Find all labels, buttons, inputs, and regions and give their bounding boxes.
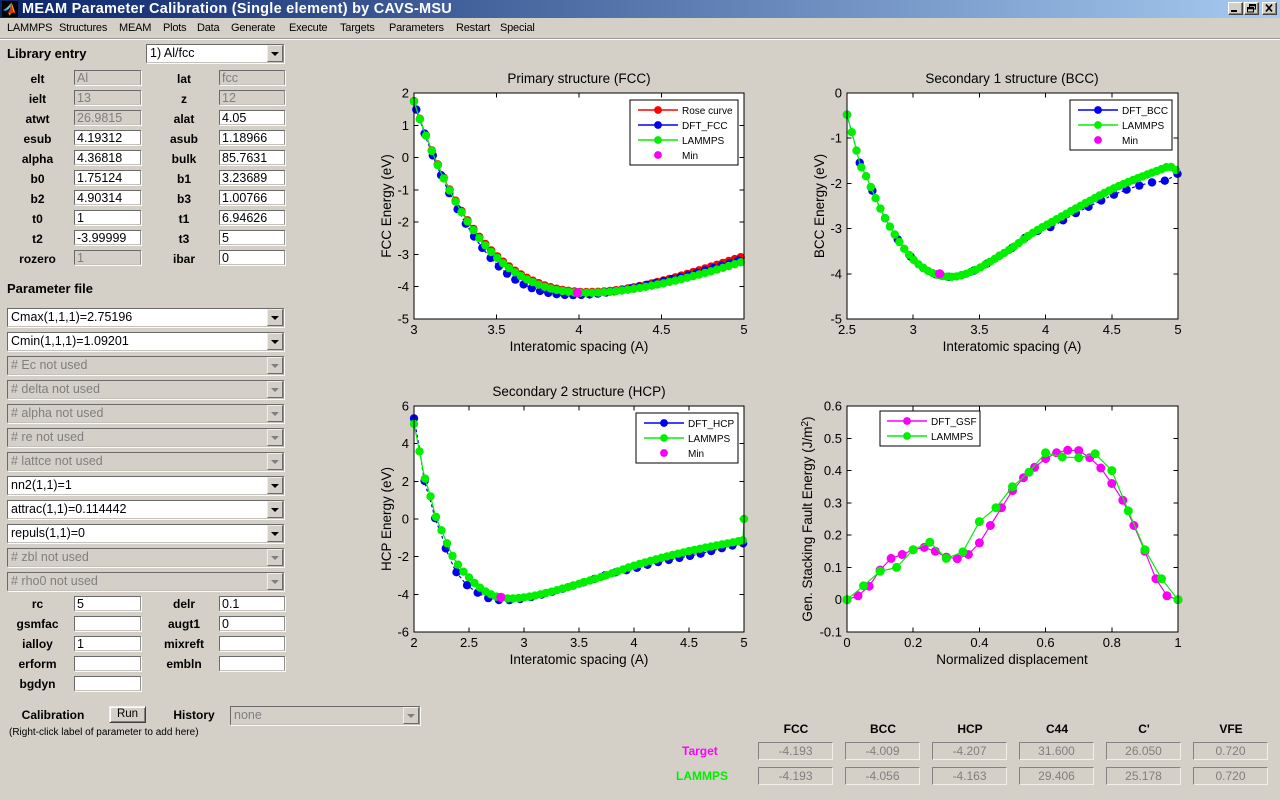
svg-text:Secondary 1 structure (BCC): Secondary 1 structure (BCC): [925, 71, 1098, 86]
svg-text:3.5: 3.5: [970, 322, 988, 337]
svg-text:4: 4: [402, 436, 409, 451]
svg-text:DFT_HCP: DFT_HCP: [688, 419, 734, 430]
svg-text:Min: Min: [1122, 136, 1138, 147]
svg-text:-5: -5: [397, 312, 409, 327]
svg-text:-5: -5: [830, 312, 842, 327]
svg-text:BCC Energy (eV): BCC Energy (eV): [812, 154, 827, 258]
svg-text:FCC Energy (eV): FCC Energy (eV): [379, 154, 394, 258]
svg-text:LAMMPS: LAMMPS: [682, 136, 725, 147]
svg-text:-2: -2: [830, 176, 842, 191]
svg-text:-4: -4: [830, 266, 842, 281]
svg-text:3: 3: [910, 322, 917, 337]
svg-text:0: 0: [835, 592, 842, 607]
svg-text:2: 2: [402, 474, 409, 489]
svg-text:-1: -1: [830, 131, 842, 146]
svg-text:0.3: 0.3: [824, 495, 842, 510]
svg-text:-4: -4: [397, 279, 409, 294]
svg-text:LAMMPS: LAMMPS: [688, 434, 731, 445]
svg-text:0.5: 0.5: [824, 431, 842, 446]
svg-text:0.4: 0.4: [824, 463, 842, 478]
svg-text:4.5: 4.5: [652, 322, 670, 337]
svg-text:4: 4: [630, 635, 637, 650]
svg-text:3.5: 3.5: [487, 322, 505, 337]
svg-text:-1: -1: [397, 182, 409, 197]
svg-text:LAMMPS: LAMMPS: [1122, 121, 1165, 132]
svg-text:DFT_FCC: DFT_FCC: [682, 121, 728, 132]
svg-text:Interatomic spacing (A): Interatomic spacing (A): [510, 652, 649, 667]
svg-text:0.4: 0.4: [970, 635, 988, 650]
svg-text:Min: Min: [682, 151, 698, 162]
svg-text:6: 6: [402, 399, 409, 414]
svg-text:2: 2: [410, 635, 417, 650]
svg-text:0: 0: [843, 635, 850, 650]
svg-text:-2: -2: [397, 215, 409, 230]
svg-text:4.5: 4.5: [680, 635, 698, 650]
svg-text:4: 4: [1042, 322, 1049, 337]
svg-text:1: 1: [1174, 635, 1181, 650]
svg-text:LAMMPS: LAMMPS: [931, 432, 974, 443]
svg-text:3: 3: [410, 322, 417, 337]
svg-text:-3: -3: [830, 221, 842, 236]
svg-text:2.5: 2.5: [460, 635, 478, 650]
svg-text:1: 1: [402, 118, 409, 133]
svg-text:0.2: 0.2: [904, 635, 922, 650]
svg-text:Gen. Stacking Fault Energy (J/: Gen. Stacking Fault Energy (J/m2): [800, 416, 815, 621]
svg-text:-2: -2: [397, 549, 409, 564]
svg-text:DFT_GSF: DFT_GSF: [931, 417, 977, 428]
svg-text:2.5: 2.5: [838, 322, 856, 337]
svg-text:-0.1: -0.1: [820, 625, 842, 640]
svg-text:Min: Min: [688, 449, 704, 460]
svg-text:0: 0: [402, 512, 409, 527]
svg-text:DFT_BCC: DFT_BCC: [1122, 106, 1168, 117]
svg-text:0.1: 0.1: [824, 560, 842, 575]
svg-text:HCP Energy (eV): HCP Energy (eV): [379, 467, 394, 571]
svg-text:5: 5: [740, 635, 747, 650]
svg-text:0.6: 0.6: [1037, 635, 1055, 650]
svg-text:4.5: 4.5: [1103, 322, 1121, 337]
svg-text:-6: -6: [397, 625, 409, 640]
svg-text:0.8: 0.8: [1103, 635, 1121, 650]
svg-text:0: 0: [402, 150, 409, 165]
svg-text:Normalized displacement: Normalized displacement: [936, 652, 1088, 667]
svg-text:5: 5: [1174, 322, 1181, 337]
svg-text:3.5: 3.5: [570, 635, 588, 650]
svg-text:0: 0: [835, 86, 842, 101]
svg-text:0.6: 0.6: [824, 399, 842, 414]
svg-text:Interatomic spacing (A): Interatomic spacing (A): [943, 339, 1082, 354]
svg-text:2: 2: [402, 86, 409, 101]
svg-text:-4: -4: [397, 587, 409, 602]
svg-text:Interatomic spacing (A): Interatomic spacing (A): [510, 339, 649, 354]
svg-text:3: 3: [520, 635, 527, 650]
svg-text:Rose curve: Rose curve: [682, 106, 733, 117]
svg-text:Primary structure (FCC): Primary structure (FCC): [507, 71, 650, 86]
svg-text:4: 4: [575, 322, 582, 337]
svg-text:0.2: 0.2: [824, 528, 842, 543]
svg-text:Secondary 2 structure (HCP): Secondary 2 structure (HCP): [492, 384, 665, 399]
svg-text:5: 5: [740, 322, 747, 337]
svg-text:-3: -3: [397, 247, 409, 262]
